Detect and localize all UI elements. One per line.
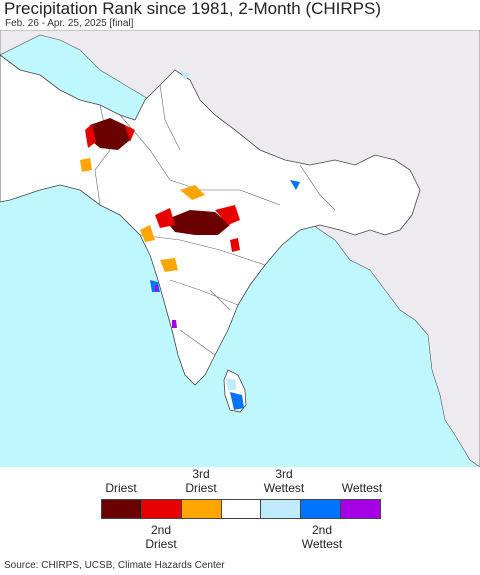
legend-label-driest: Driest xyxy=(105,481,137,495)
dry-anomalies xyxy=(80,118,240,272)
swatch-wettest xyxy=(341,500,381,518)
internal-borders xyxy=(94,84,336,356)
legend-label-3rd-wettest: 3rd Wettest xyxy=(263,467,305,495)
swatch-2nd-driest xyxy=(141,500,182,518)
legend-label-3rd-driest: 3rd Driest xyxy=(185,467,217,495)
legend-label-wettest: Wettest xyxy=(341,481,383,495)
date-range: Feb. 26 - Apr. 25, 2025 [final] xyxy=(5,18,134,29)
precipitation-map xyxy=(0,30,480,467)
swatch-2nd-wettest xyxy=(301,500,342,518)
map-canvas xyxy=(0,30,480,467)
legend-label-2nd-wettest: 2nd Wettest xyxy=(301,523,343,551)
swatch-driest xyxy=(102,500,142,518)
legend-color-bar xyxy=(101,499,381,519)
wet-anomalies xyxy=(150,70,300,410)
swatch-3rd-wettest xyxy=(261,500,302,518)
legend-label-2nd-driest: 2nd Driest xyxy=(145,523,177,551)
map-title: Precipitation Rank since 1981, 2-Month (… xyxy=(4,0,381,18)
swatch-neutral xyxy=(221,500,262,518)
source-credit: Source: CHIRPS, UCSB, Climate Hazards Ce… xyxy=(4,560,225,571)
legend: Driest 3rd Driest 3rd Wettest Wettest 2n… xyxy=(0,467,480,559)
swatch-3rd-driest xyxy=(181,500,222,518)
